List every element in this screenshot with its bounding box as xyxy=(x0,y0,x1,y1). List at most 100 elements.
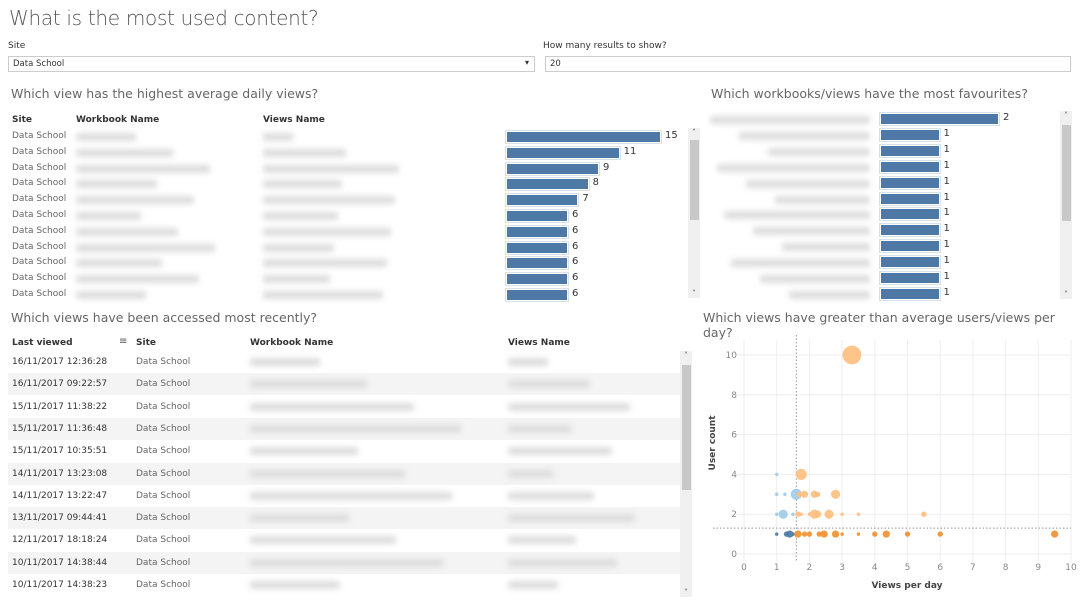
scrollbar-thumb[interactable] xyxy=(690,140,699,220)
table-row[interactable]: 16/11/2017 12:36:28 Data School xyxy=(8,351,680,373)
item-name-redacted xyxy=(746,179,870,188)
recent-scrollbar[interactable]: ˄ ˅ xyxy=(680,351,692,597)
bar[interactable] xyxy=(879,159,941,174)
scroll-down-icon[interactable]: ˅ xyxy=(692,289,696,298)
table-row[interactable]: 15/11/2017 11:36:48 Data School xyxy=(8,417,680,440)
scatter-point xyxy=(872,531,878,537)
sort-descending-icon[interactable]: ≡ xyxy=(119,336,128,347)
scatter-point xyxy=(795,511,801,517)
scroll-down-icon[interactable]: ˅ xyxy=(1064,290,1068,299)
page-title: What is the most used content? xyxy=(9,6,319,30)
site-dropdown[interactable]: Data School ▾ xyxy=(8,56,535,72)
site-cell: Data School xyxy=(136,557,191,568)
view-name-redacted xyxy=(508,380,589,389)
workbook-name-redacted xyxy=(250,469,405,478)
table-row[interactable]: 13/11/2017 09:44:41 Data School xyxy=(8,507,680,530)
scroll-up-icon[interactable]: ˄ xyxy=(684,351,688,360)
site-cell: Data School xyxy=(136,535,191,546)
workbook-name-redacted xyxy=(76,212,141,220)
scatter-point xyxy=(774,532,779,536)
bar[interactable] xyxy=(879,191,941,206)
x-tick-label: 6 xyxy=(937,563,943,573)
bar[interactable] xyxy=(504,193,580,208)
view-name-redacted xyxy=(263,180,342,189)
last-viewed-cell: 12/11/2017 18:18:24 xyxy=(12,535,108,546)
last-viewed-cell: 14/11/2017 13:22:47 xyxy=(12,490,108,501)
last-viewed-cell: 16/11/2017 12:36:28 xyxy=(12,357,108,367)
table-row[interactable]: 12/11/2017 18:18:24 Data School xyxy=(8,529,680,551)
view-name-redacted xyxy=(508,447,612,456)
bar[interactable] xyxy=(879,239,941,254)
scrollbar-thumb[interactable] xyxy=(1062,125,1071,221)
favourites-scrollbar[interactable]: ˄ ˅ xyxy=(1060,111,1072,299)
bar[interactable] xyxy=(879,271,941,285)
daily-views-scrollbar[interactable]: ˄ ˅ xyxy=(688,128,700,298)
x-axis-label: Views per day xyxy=(871,581,942,591)
site-cell: Data School xyxy=(12,225,67,236)
scrollbar-thumb[interactable] xyxy=(682,365,691,490)
bar[interactable] xyxy=(879,255,941,270)
item-name-redacted xyxy=(739,131,870,140)
table-row[interactable]: 10/11/2017 14:38:23 Data School xyxy=(8,574,680,596)
bar[interactable] xyxy=(879,175,941,190)
site-cell: Data School xyxy=(136,446,191,457)
view-name-redacted xyxy=(508,558,617,567)
bar[interactable] xyxy=(879,286,941,301)
table-row[interactable]: 15/11/2017 10:35:51 Data School xyxy=(8,440,680,462)
bar[interactable] xyxy=(505,209,569,223)
bar[interactable] xyxy=(505,177,590,192)
table-row[interactable]: 14/11/2017 13:23:08 Data School xyxy=(8,462,680,485)
table-row[interactable]: 15/11/2017 11:38:22 Data School xyxy=(8,396,680,418)
scatter-point xyxy=(820,530,828,538)
bar[interactable] xyxy=(505,256,569,271)
last-viewed-cell: 14/11/2017 13:23:08 xyxy=(12,468,108,479)
view-name-redacted xyxy=(508,402,630,411)
site-cell: Data School xyxy=(12,273,67,284)
scatter-point xyxy=(774,492,779,497)
site-cell: Data School xyxy=(12,257,67,268)
col-header-last-viewed[interactable]: Last viewed xyxy=(12,338,73,348)
bar[interactable] xyxy=(505,130,662,144)
bar[interactable] xyxy=(505,288,569,302)
bar[interactable] xyxy=(505,272,569,287)
col-header-site: Site xyxy=(136,338,156,348)
bar-value-label: 1 xyxy=(943,159,950,171)
bar[interactable] xyxy=(505,224,569,239)
y-tick-label: 4 xyxy=(731,470,737,480)
table-row[interactable]: 16/11/2017 09:22:57 Data School xyxy=(8,373,680,396)
scroll-down-icon[interactable]: ˅ xyxy=(684,588,688,597)
workbook-name-redacted xyxy=(76,275,199,284)
scatter-point xyxy=(786,530,794,538)
bar[interactable] xyxy=(879,143,941,158)
bar[interactable] xyxy=(879,112,1000,126)
bar[interactable] xyxy=(505,145,621,160)
view-name-redacted xyxy=(508,358,548,366)
item-name-redacted xyxy=(760,275,870,283)
item-name-redacted xyxy=(717,163,870,172)
scroll-up-icon[interactable]: ˄ xyxy=(692,128,696,137)
bar[interactable] xyxy=(879,223,941,238)
workbook-name-redacted xyxy=(250,424,461,433)
view-name-redacted xyxy=(508,581,558,589)
view-name-redacted xyxy=(263,227,391,236)
scroll-up-icon[interactable]: ˄ xyxy=(1064,111,1068,120)
table-row[interactable]: 14/11/2017 13:22:47 Data School xyxy=(8,485,680,507)
site-cell: Data School xyxy=(136,513,191,524)
workbook-name-redacted xyxy=(76,133,136,141)
bar-value-label: 1 xyxy=(943,286,950,298)
view-name-redacted xyxy=(508,536,576,545)
workbook-name-redacted xyxy=(250,514,349,523)
last-viewed-cell: 10/11/2017 14:38:44 xyxy=(12,557,108,568)
bar[interactable] xyxy=(505,240,569,255)
last-viewed-cell: 10/11/2017 14:38:23 xyxy=(12,580,108,590)
y-tick-label: 6 xyxy=(731,431,737,441)
bar[interactable] xyxy=(505,161,600,176)
y-axis-label: User count xyxy=(708,415,718,471)
bar-value-label: 1 xyxy=(943,127,950,139)
workbook-name-redacted xyxy=(250,447,358,456)
results-count-input[interactable]: 20 xyxy=(545,56,1071,72)
bar[interactable] xyxy=(879,207,941,222)
bar[interactable] xyxy=(879,127,941,142)
bar-value-label: 1 xyxy=(943,191,950,203)
table-row[interactable]: 10/11/2017 14:38:44 Data School xyxy=(8,551,680,574)
